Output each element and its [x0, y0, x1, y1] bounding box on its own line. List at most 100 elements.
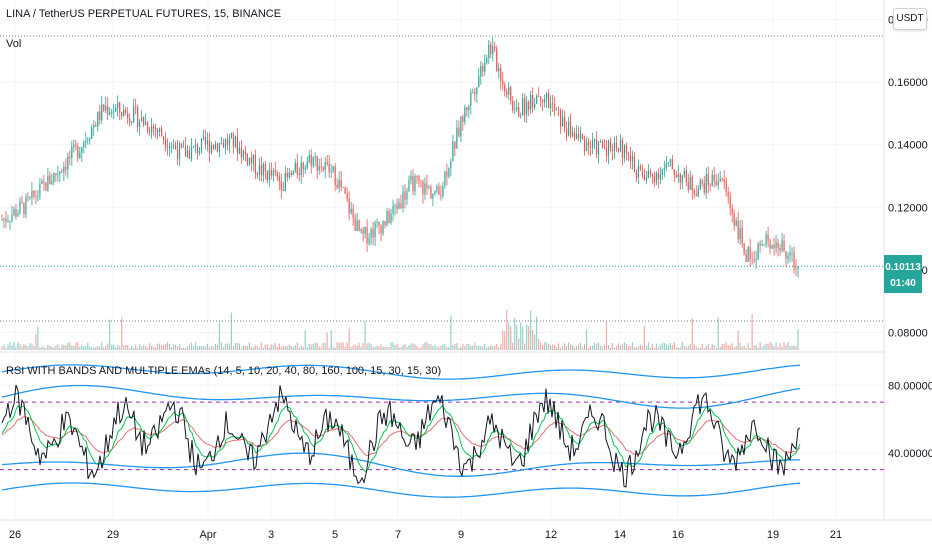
- volume-bar: [27, 346, 29, 350]
- volume-bar: [406, 346, 408, 350]
- volume-bar: [548, 343, 550, 350]
- volume-bar: [19, 344, 21, 350]
- volume-bar: [352, 345, 354, 350]
- candle-body: [196, 144, 199, 154]
- currency-button[interactable]: USDT: [893, 8, 927, 30]
- candle-body: [571, 132, 574, 137]
- volume-bar: [308, 344, 310, 350]
- volume-bar: [645, 345, 647, 350]
- candle-body: [172, 144, 175, 146]
- candle-body: [538, 95, 540, 97]
- candle-body: [184, 146, 187, 157]
- rsi-axis[interactable]: 80.00000 40.00000: [888, 380, 932, 459]
- candle-body: [340, 179, 342, 188]
- volume-bar: [550, 345, 552, 350]
- candle-body: [342, 187, 344, 189]
- volume-bar: [248, 342, 250, 350]
- volume-bar: [591, 345, 594, 350]
- volume-bar: [516, 324, 518, 350]
- volume-bar: [392, 342, 394, 350]
- candle-body: [192, 145, 195, 147]
- volume-bar: [196, 346, 199, 350]
- candle-body: [763, 244, 765, 246]
- volume-bar: [759, 342, 761, 350]
- candle-body: [306, 161, 308, 168]
- volume-bar: [180, 347, 183, 350]
- price-tick-label: 0.08000: [888, 327, 928, 339]
- volume-bar: [228, 343, 231, 350]
- candle-body: [242, 150, 244, 158]
- volume-bar: [342, 342, 344, 350]
- candle-body: [512, 100, 514, 111]
- candle-body: [779, 247, 781, 251]
- volume-bar: [13, 342, 15, 350]
- volume-bar: [238, 343, 241, 350]
- volume-bar: [61, 344, 63, 350]
- candle-body: [9, 220, 11, 222]
- volume-bar: [775, 342, 777, 350]
- candle-body: [717, 181, 719, 185]
- volume-bar: [51, 347, 53, 350]
- volume-bar: [268, 347, 270, 350]
- rsi-label[interactable]: RSI WITH BANDS AND MULTIPLE EMAs (14, 5,…: [6, 365, 441, 377]
- volume-bar: [123, 345, 125, 350]
- volume-bar: [184, 347, 187, 350]
- volume-bar: [316, 342, 318, 350]
- volume-bar: [703, 347, 705, 350]
- candle-body: [687, 182, 689, 190]
- volume-bar: [597, 342, 600, 350]
- candle-body: [524, 98, 526, 115]
- volume-bar: [224, 343, 227, 350]
- volume-bar: [236, 343, 239, 350]
- time-axis[interactable]: 26 29 Apr 3 5 7 9 12 14 16 19 21: [9, 529, 842, 541]
- candle-body: [743, 243, 745, 255]
- candle-body: [258, 165, 260, 175]
- candle-body: [725, 180, 727, 192]
- volume-bar: [563, 343, 566, 350]
- volume-bar: [344, 346, 346, 350]
- volume-bar: [302, 346, 304, 350]
- volume-bar: [320, 347, 322, 350]
- volume-bar: [336, 342, 338, 350]
- candle-body: [220, 142, 223, 144]
- candle-body: [597, 141, 600, 155]
- volume-bar: [494, 345, 496, 350]
- volume-bar: [446, 347, 448, 350]
- volume-bar: [434, 344, 436, 350]
- volume-label[interactable]: Vol: [6, 38, 21, 50]
- volume-bar: [480, 346, 482, 350]
- volume-bar: [81, 344, 83, 350]
- volume-bar: [725, 342, 727, 350]
- volume-bar: [452, 345, 454, 350]
- candle-body: [133, 106, 135, 122]
- volume-bar: [524, 343, 526, 350]
- candle-body: [741, 228, 743, 244]
- candle-body: [226, 139, 229, 146]
- volume-bar: [599, 345, 602, 350]
- candle-body: [733, 213, 735, 226]
- candle-body: [673, 169, 675, 175]
- volume-bar: [605, 321, 608, 350]
- candle-body: [166, 147, 169, 149]
- volume-bar: [426, 342, 428, 350]
- volume-bar: [410, 343, 412, 350]
- volume-bar: [565, 345, 568, 350]
- volume-bar: [536, 316, 538, 350]
- candle-body: [248, 157, 250, 165]
- candle-body: [699, 180, 701, 189]
- inner-lower-band: [1, 452, 800, 477]
- candle-body: [530, 95, 532, 110]
- time-tick-label: Apr: [199, 529, 216, 541]
- candle-body: [200, 138, 203, 151]
- volume-bar: [161, 345, 163, 350]
- time-tick-label: 26: [9, 529, 21, 541]
- candle-body: [99, 111, 101, 121]
- candle-body: [376, 222, 378, 224]
- candle-body: [729, 196, 731, 208]
- candle-body: [677, 173, 679, 178]
- candle-body: [312, 157, 314, 166]
- candle-body: [703, 183, 705, 193]
- candle-body: [621, 140, 624, 159]
- symbol-title[interactable]: LINA / TetherUS PERPETUAL FUTURES, 15, B…: [6, 8, 281, 20]
